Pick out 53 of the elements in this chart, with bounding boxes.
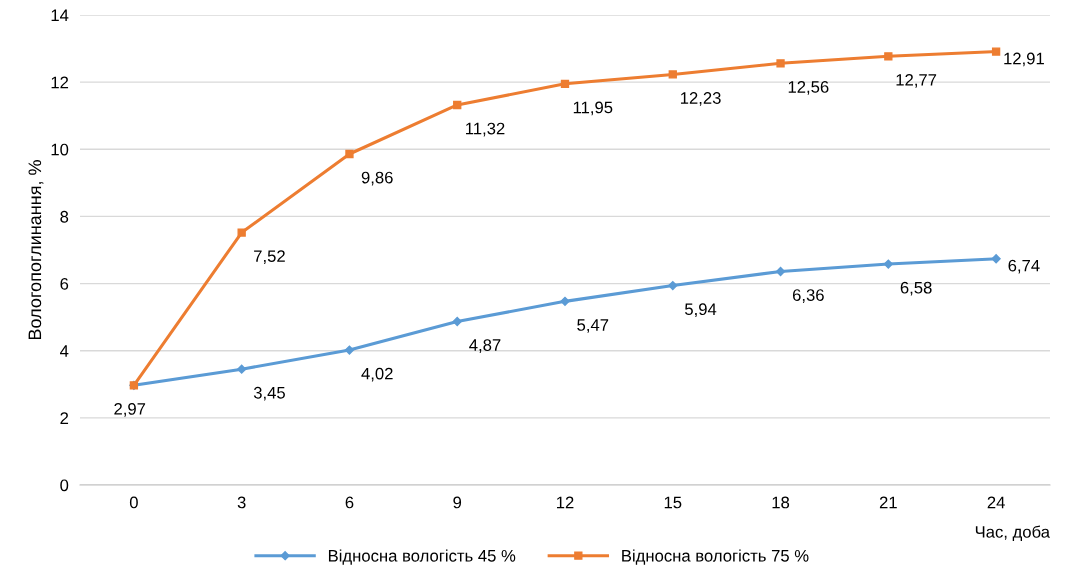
data-label: 12,77 bbox=[896, 73, 937, 88]
data-label: 3,45 bbox=[253, 386, 285, 401]
x-tick-label: 12 bbox=[557, 496, 574, 509]
point bbox=[560, 79, 570, 88]
x-tick-label: 15 bbox=[664, 496, 682, 509]
point bbox=[776, 59, 785, 68]
legend-label: Відносна вологість 75 % bbox=[622, 549, 809, 565]
legend-label: Відносна вологість 45 % bbox=[328, 549, 516, 565]
point bbox=[991, 254, 1001, 264]
point bbox=[883, 259, 893, 269]
x-axis-title: Час, доба bbox=[975, 525, 1050, 541]
y-tick-label: 6 bbox=[60, 277, 69, 290]
point bbox=[884, 52, 893, 61]
point bbox=[237, 364, 247, 374]
x-tick-label: 24 bbox=[987, 496, 1005, 509]
data-label: 9,86 bbox=[361, 171, 393, 186]
point bbox=[237, 228, 246, 237]
data-label: 12,91 bbox=[1004, 52, 1044, 67]
x-tick-label: 3 bbox=[237, 496, 246, 509]
data-label: 4,87 bbox=[469, 339, 501, 353]
y-tick-label: 14 bbox=[51, 9, 69, 22]
data-label: 4,02 bbox=[361, 367, 393, 382]
x-tick-label: 18 bbox=[772, 496, 790, 509]
point bbox=[452, 316, 462, 327]
y-axis-title: Вологопоглинання, % bbox=[28, 160, 44, 340]
x-tick-label: 21 bbox=[879, 496, 897, 509]
data-label: 6,36 bbox=[792, 289, 824, 303]
point bbox=[991, 47, 1001, 56]
data-label: 11,32 bbox=[466, 122, 505, 137]
data-label: 6,74 bbox=[1008, 259, 1040, 274]
y-tick-label: 2 bbox=[60, 412, 69, 424]
point bbox=[668, 70, 677, 79]
data-label: 12,56 bbox=[788, 81, 829, 95]
x-tick-label: 0 bbox=[129, 496, 138, 509]
data-label: 7,52 bbox=[254, 250, 285, 264]
point bbox=[344, 345, 355, 355]
x-tick-label: 9 bbox=[453, 496, 462, 509]
data-label: 11,95 bbox=[573, 101, 613, 116]
data-label: 2,97 bbox=[114, 402, 146, 417]
data-label: 5,94 bbox=[685, 303, 717, 318]
y-tick-label: 10 bbox=[51, 143, 69, 156]
data-label: 6,58 bbox=[900, 281, 932, 296]
point bbox=[560, 296, 570, 306]
y-tick-label: 12 bbox=[51, 76, 69, 89]
y-tick-label: 0 bbox=[60, 479, 69, 492]
data-label: 12,23 bbox=[680, 92, 721, 106]
point bbox=[453, 100, 462, 110]
point bbox=[668, 280, 678, 291]
point bbox=[345, 149, 354, 159]
y-tick-label: 8 bbox=[60, 210, 69, 223]
data-label: 5,47 bbox=[577, 319, 609, 333]
y-tick-label: 4 bbox=[60, 345, 69, 357]
x-tick-label: 6 bbox=[345, 496, 354, 509]
